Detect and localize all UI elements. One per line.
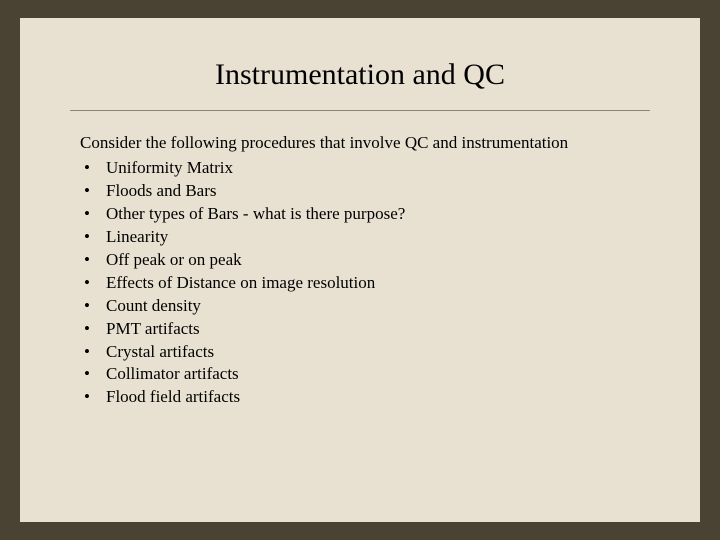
list-item: Count density — [80, 295, 650, 318]
list-item: Collimator artifacts — [80, 363, 650, 386]
list-item: PMT artifacts — [80, 318, 650, 341]
intro-text: Consider the following procedures that i… — [80, 133, 650, 153]
list-item: Effects of Distance on image resolution — [80, 272, 650, 295]
list-item: Crystal artifacts — [80, 341, 650, 364]
slide: Instrumentation and QC Consider the foll… — [20, 18, 700, 522]
slide-title: Instrumentation and QC — [70, 58, 650, 92]
list-item: Other types of Bars - what is there purp… — [80, 203, 650, 226]
bullet-list: Uniformity Matrix Floods and Bars Other … — [80, 157, 650, 409]
title-divider — [70, 110, 650, 111]
list-item: Floods and Bars — [80, 180, 650, 203]
list-item: Linearity — [80, 226, 650, 249]
list-item: Off peak or on peak — [80, 249, 650, 272]
list-item: Flood field artifacts — [80, 386, 650, 409]
list-item: Uniformity Matrix — [80, 157, 650, 180]
